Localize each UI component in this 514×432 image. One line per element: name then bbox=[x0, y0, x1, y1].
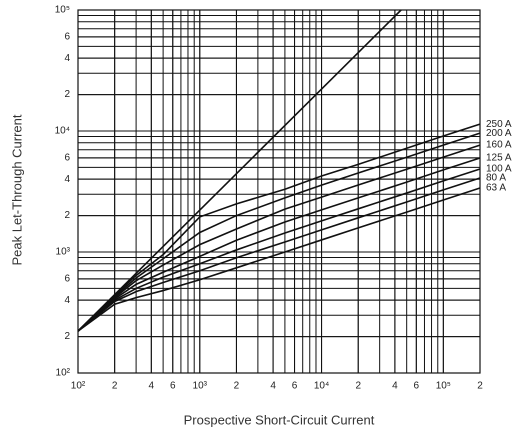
x-tick-label: 2 bbox=[234, 381, 240, 392]
y-tick-label: 4 bbox=[64, 174, 70, 185]
series-line bbox=[77, 123, 481, 332]
y-tick-label: 4 bbox=[64, 53, 70, 64]
x-tick-label: 10³ bbox=[193, 381, 208, 392]
x-tick-label: 2 bbox=[355, 381, 361, 392]
y-tick-label: 10² bbox=[56, 368, 71, 379]
x-tick-label: 2 bbox=[477, 381, 483, 392]
series-line bbox=[77, 144, 481, 332]
series-line bbox=[77, 168, 481, 332]
x-tick-label: 6 bbox=[170, 381, 176, 392]
series-label: 200 A bbox=[486, 128, 512, 139]
plot-frame bbox=[77, 9, 481, 374]
series-label: 63 A bbox=[486, 183, 506, 194]
series-label: 250 A bbox=[486, 119, 512, 130]
series-label: 160 A bbox=[486, 140, 512, 151]
series-label: 80 A bbox=[486, 173, 506, 184]
x-tick-label: 10² bbox=[71, 381, 86, 392]
series-line bbox=[77, 132, 481, 332]
series-line bbox=[77, 187, 481, 332]
x-tick-label: 6 bbox=[292, 381, 298, 392]
y-tick-label: 2 bbox=[64, 331, 70, 342]
x-axis-title: Prospective Short-Circuit Current bbox=[184, 412, 375, 427]
y-tick-label: 6 bbox=[64, 152, 70, 163]
x-tick-label: 4 bbox=[149, 381, 155, 392]
x-tick-label: 2 bbox=[112, 381, 118, 392]
x-tick-label: 6 bbox=[414, 381, 420, 392]
series-line bbox=[77, 9, 402, 332]
y-tick-label: 10³ bbox=[56, 247, 71, 258]
x-tick-label: 4 bbox=[270, 381, 276, 392]
y-tick-label: 10⁵ bbox=[55, 5, 70, 16]
series-line bbox=[77, 177, 481, 332]
y-axis-title: Peak Let-Through Current bbox=[9, 114, 24, 265]
y-tick-label: 10⁴ bbox=[55, 126, 70, 137]
y-tick-label: 2 bbox=[64, 89, 70, 100]
y-tick-label: 6 bbox=[64, 273, 70, 284]
x-tick-label: 10⁴ bbox=[314, 381, 329, 392]
y-tick-label: 6 bbox=[64, 31, 70, 42]
series-line bbox=[77, 157, 481, 332]
series-label: 125 A bbox=[486, 153, 512, 164]
x-tick-label: 4 bbox=[392, 381, 398, 392]
y-tick-label: 4 bbox=[64, 295, 70, 306]
series-label: 100 A bbox=[486, 164, 512, 175]
y-tick-label: 2 bbox=[64, 210, 70, 221]
x-tick-label: 10⁵ bbox=[436, 381, 451, 392]
